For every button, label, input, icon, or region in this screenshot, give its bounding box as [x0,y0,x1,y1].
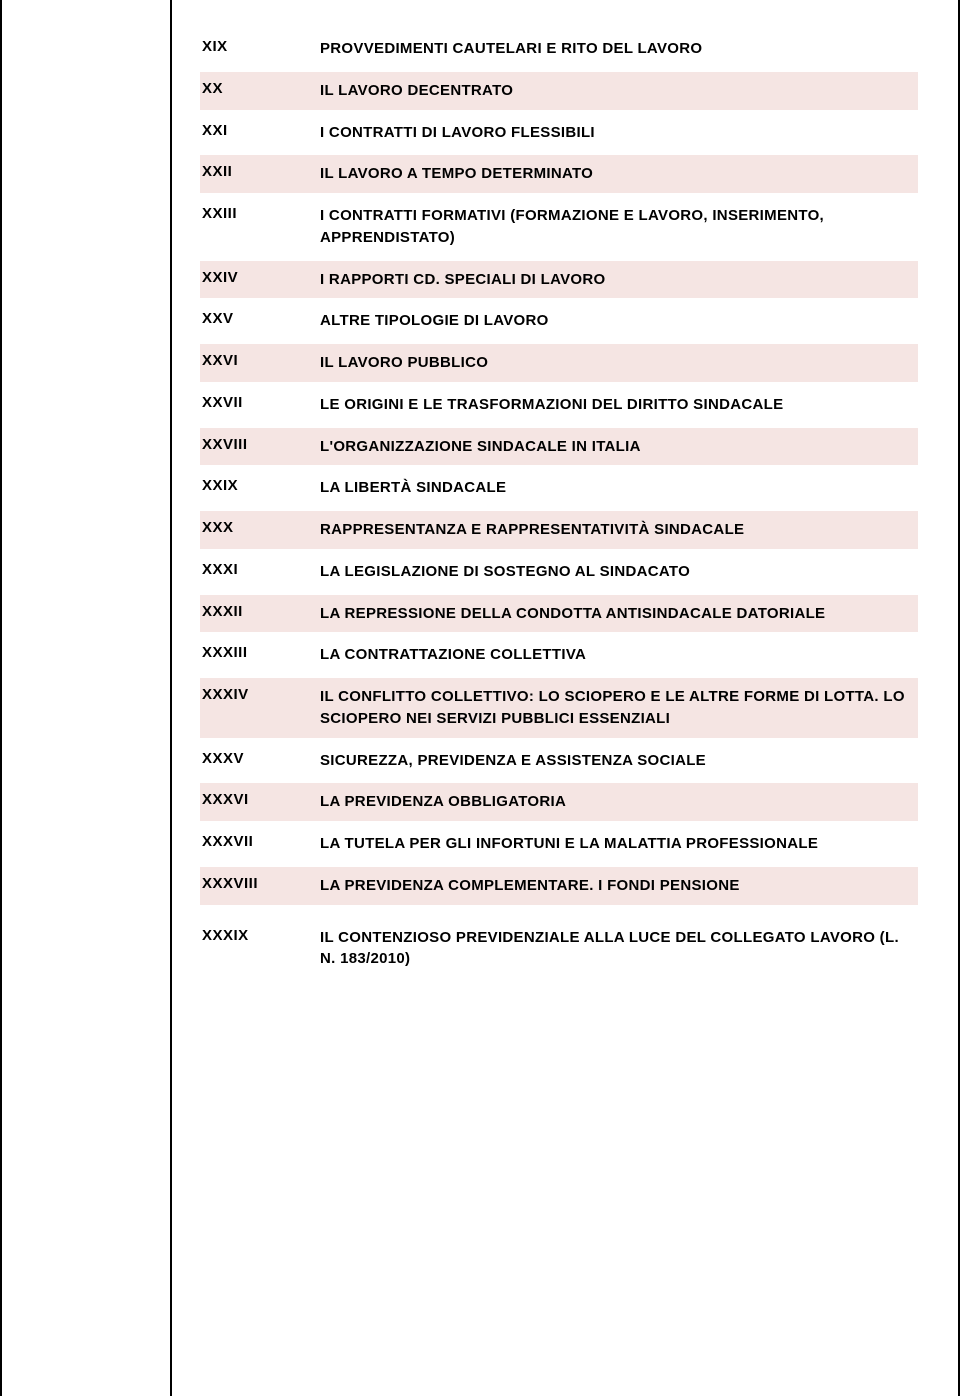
row-desc: SICUREZZA, PREVIDENZA E ASSISTENZA SOCIA… [320,750,918,772]
row-desc: I CONTRATTI FORMATIVI (FORMAZIONE E LAVO… [320,205,918,249]
row-number: XXX [200,519,320,536]
row-desc: IL LAVORO PUBBLICO [320,352,918,374]
row-desc: LA LEGISLAZIONE DI SOSTEGNO AL SINDACATO [320,561,918,583]
page-container: XIX PROVVEDIMENTI CAUTELARI E RITO DEL L… [0,0,960,1396]
toc-row: XXXV SICUREZZA, PREVIDENZA E ASSISTENZA … [200,742,918,780]
row-number: XXXIV [200,686,320,703]
left-column [2,0,172,1396]
row-number: XXIX [200,477,320,494]
spacer [200,909,918,919]
row-desc: LA REPRESSIONE DELLA CONDOTTA ANTISINDAC… [320,603,918,625]
row-desc: IL LAVORO A TEMPO DETERMINATO [320,163,918,185]
row-number: XXII [200,163,320,180]
row-desc: L'ORGANIZZAZIONE SINDACALE IN ITALIA [320,436,918,458]
row-desc: PROVVEDIMENTI CAUTELARI E RITO DEL LAVOR… [320,38,918,60]
row-number: XXXI [200,561,320,578]
toc-row: XXIX LA LIBERTÀ SINDACALE [200,469,918,507]
row-number: XXXVI [200,791,320,808]
toc-row: XXXIII LA CONTRATTAZIONE COLLETTIVA [200,636,918,674]
toc-row: XXV ALTRE TIPOLOGIE DI LAVORO [200,302,918,340]
row-number: XXVII [200,394,320,411]
toc-row: XXXVII LA TUTELA PER GLI INFORTUNI E LA … [200,825,918,863]
row-number: XXIII [200,205,320,222]
row-number: XXVIII [200,436,320,453]
toc-row: XXVII LE ORIGINI E LE TRASFORMAZIONI DEL… [200,386,918,424]
row-number: XXXIII [200,644,320,661]
row-desc: LA PREVIDENZA OBBLIGATORIA [320,791,918,813]
toc-row: XXVIII L'ORGANIZZAZIONE SINDACALE IN ITA… [200,428,918,466]
row-number: XXIV [200,269,320,286]
row-desc: IL LAVORO DECENTRATO [320,80,918,102]
toc-row: XXVI IL LAVORO PUBBLICO [200,344,918,382]
row-desc: RAPPRESENTANZA E RAPPRESENTATIVITÀ SINDA… [320,519,918,541]
toc-row: XXIII I CONTRATTI FORMATIVI (FORMAZIONE … [200,197,918,257]
toc-row: XXI I CONTRATTI DI LAVORO FLESSIBILI [200,114,918,152]
toc-row: XXIV I RAPPORTI CD. SPECIALI DI LAVORO [200,261,918,299]
row-number: XXV [200,310,320,327]
row-number: XXXVII [200,833,320,850]
content-column: XIX PROVVEDIMENTI CAUTELARI E RITO DEL L… [172,0,958,1396]
toc-row: XX IL LAVORO DECENTRATO [200,72,918,110]
row-number: XXVI [200,352,320,369]
toc-row: XXXIX IL CONTENZIOSO PREVIDENZIALE ALLA … [200,919,918,979]
row-desc: ALTRE TIPOLOGIE DI LAVORO [320,310,918,332]
row-desc: LA CONTRATTAZIONE COLLETTIVA [320,644,918,666]
row-desc: LA LIBERTÀ SINDACALE [320,477,918,499]
row-number: XX [200,80,320,97]
toc-row: XXX RAPPRESENTANZA E RAPPRESENTATIVITÀ S… [200,511,918,549]
toc-row: XXII IL LAVORO A TEMPO DETERMINATO [200,155,918,193]
row-number: XXXII [200,603,320,620]
row-desc: I CONTRATTI DI LAVORO FLESSIBILI [320,122,918,144]
toc-row: XIX PROVVEDIMENTI CAUTELARI E RITO DEL L… [200,30,918,68]
row-number: XXXV [200,750,320,767]
toc-row: XXXI LA LEGISLAZIONE DI SOSTEGNO AL SIND… [200,553,918,591]
row-number: XXI [200,122,320,139]
row-desc: I RAPPORTI CD. SPECIALI DI LAVORO [320,269,918,291]
toc-row: XXXVIII LA PREVIDENZA COMPLEMENTARE. I F… [200,867,918,905]
row-desc: LA PREVIDENZA COMPLEMENTARE. I FONDI PEN… [320,875,918,897]
toc-row: XXXVI LA PREVIDENZA OBBLIGATORIA [200,783,918,821]
row-desc: LE ORIGINI E LE TRASFORMAZIONI DEL DIRIT… [320,394,918,416]
row-desc: IL CONTENZIOSO PREVIDENZIALE ALLA LUCE D… [320,927,918,971]
toc-row: XXXII LA REPRESSIONE DELLA CONDOTTA ANTI… [200,595,918,633]
toc-row: XXXIV IL CONFLITTO COLLETTIVO: LO SCIOPE… [200,678,918,738]
row-desc: LA TUTELA PER GLI INFORTUNI E LA MALATTI… [320,833,918,855]
row-number: XXXIX [200,927,320,944]
row-number: XIX [200,38,320,55]
row-number: XXXVIII [200,875,320,892]
row-desc: IL CONFLITTO COLLETTIVO: LO SCIOPERO E L… [320,686,918,730]
